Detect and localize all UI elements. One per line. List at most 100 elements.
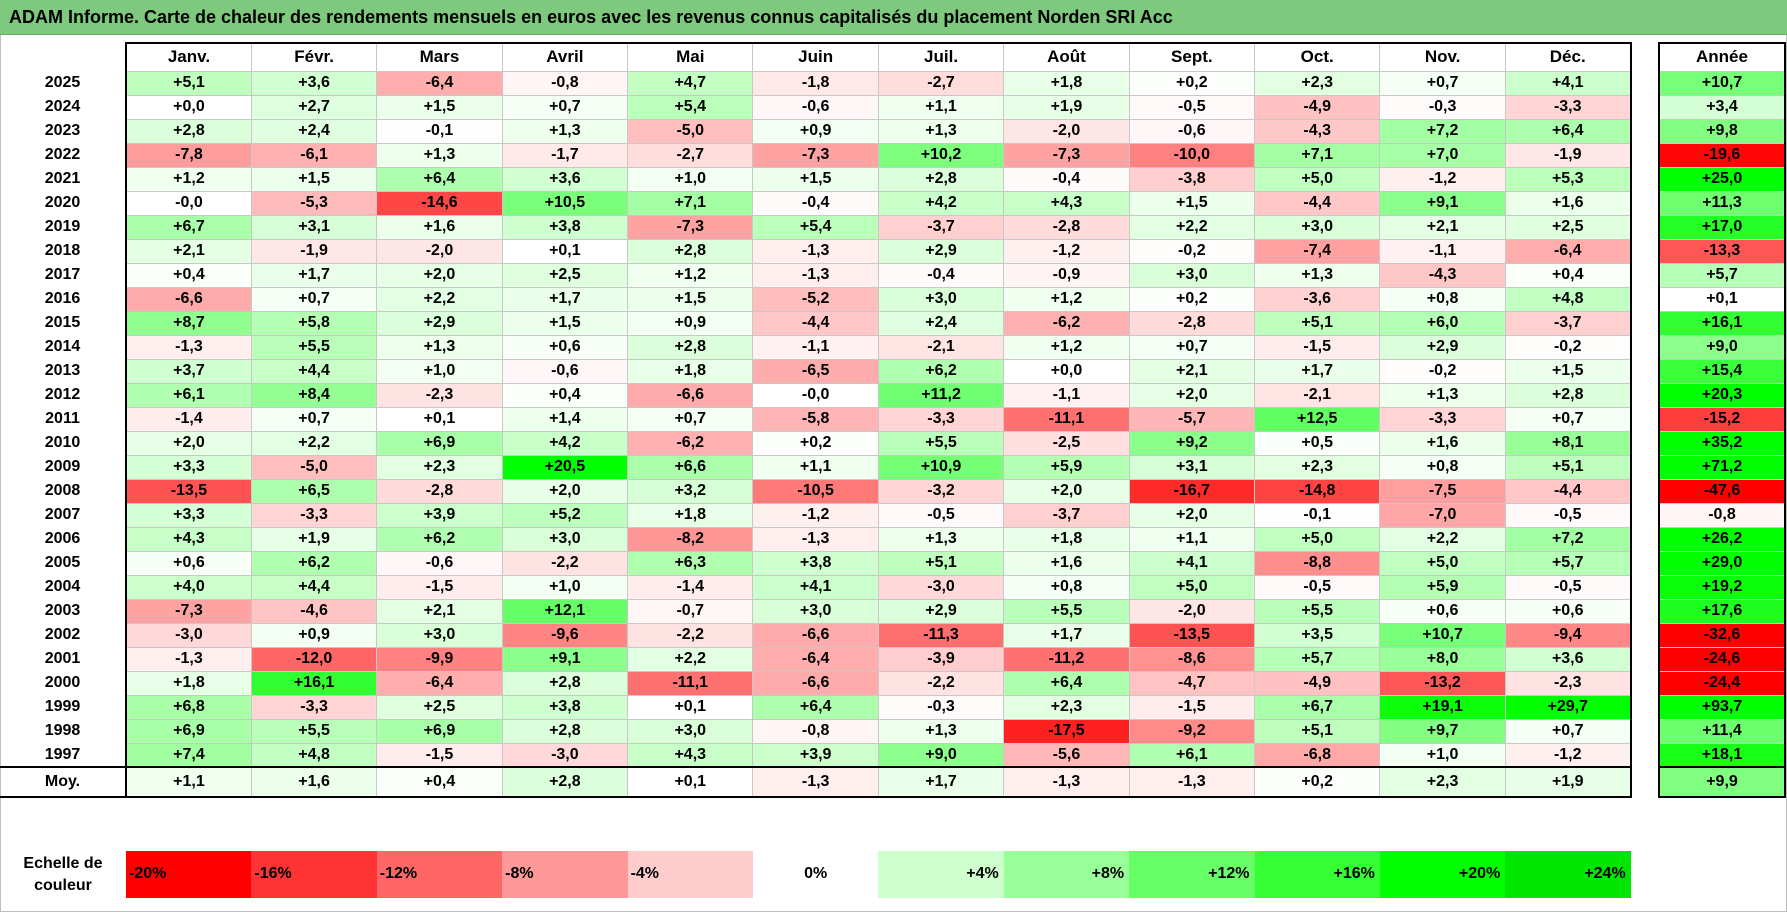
heatmap-cell: +5,1 <box>1254 718 1381 744</box>
annual-cell: +93,7 <box>1658 694 1786 720</box>
heatmap-cell: +2,3 <box>376 454 503 480</box>
annual-column: Année +10,7 +3,4 +9,8 -19,6 +25,0 +11,3 +17,0-… <box>1658 42 1786 798</box>
heatmap-cell: +2,1 <box>1379 214 1506 240</box>
year-label: 2003 <box>44 602 81 619</box>
heatmap-cell: -0,5 <box>1128 94 1256 120</box>
heatmap-cell: -2,2 <box>877 670 1005 696</box>
heatmap-cell: -2,8 <box>1128 310 1256 336</box>
heatmap-cell: -4,3 <box>1254 118 1381 144</box>
heatmap-cell: -3,9 <box>877 646 1005 672</box>
heatmap-cell: +0,9 <box>627 310 754 336</box>
heatmap-cell: +0,1 <box>501 238 629 264</box>
heatmap-row: 2011 -1,4 +0,7 +0,1 +1,4 +0,7 -5,8 -3,3 -11,1 -5,… <box>0 406 1632 432</box>
annual-cell: -32,6 <box>1658 622 1786 648</box>
heatmap-cell: +2,5 <box>1504 214 1632 240</box>
heatmap-cell: +0,9 <box>250 622 378 648</box>
heatmap-cell: +0,7 <box>627 406 754 432</box>
heatmap-cell: +0,7 <box>250 406 378 432</box>
monthly-heatmap: Janv. Févr. Mars Avril Mai Juin Juil. Août Sept.… <box>0 42 1632 798</box>
heatmap-cell: +1,7 <box>501 286 629 312</box>
average-cell: +1,7 <box>877 766 1005 798</box>
heatmap-cell: +10,9 <box>877 454 1005 480</box>
heatmap-cell: -7,8 <box>124 142 252 168</box>
scale-swatch: +4% <box>878 851 1004 898</box>
heatmap-cell: -1,3 <box>752 262 879 288</box>
heatmap-cell: -10,0 <box>1128 142 1256 168</box>
heatmap-cell: -4,4 <box>1504 478 1632 504</box>
year-label: 2022 <box>44 146 81 163</box>
heatmap-cell: -5,0 <box>627 118 754 144</box>
heatmap-cell: +1,7 <box>1254 358 1381 384</box>
average-cell: +1,1 <box>124 766 252 798</box>
heatmap-cell: +10,5 <box>501 190 629 216</box>
heatmap-cell: +2,1 <box>376 598 503 624</box>
heatmap-cell: +3,0 <box>752 598 879 624</box>
heatmap-cell: +3,0 <box>501 526 629 552</box>
month-header-7: Juil. <box>877 42 1005 72</box>
heatmap-cell: +5,7 <box>1254 646 1381 672</box>
heatmap-cell: -5,8 <box>752 406 879 432</box>
scale-swatch: -20% <box>126 851 252 898</box>
scale-swatch: +16% <box>1254 851 1380 898</box>
year-label: 2009 <box>44 458 81 475</box>
heatmap-cell: +0,1 <box>376 406 503 432</box>
heatmap-cell: -13,5 <box>124 478 252 504</box>
heatmap-cell: -11,3 <box>877 622 1005 648</box>
heatmap-cell: -1,3 <box>124 334 252 360</box>
heatmap-cell: -1,5 <box>376 574 503 600</box>
month-header-5: Mai <box>627 42 754 72</box>
heatmap-cell: +1,9 <box>1003 94 1130 120</box>
heatmap-cell: +6,7 <box>1254 694 1381 720</box>
heatmap-cell: +6,4 <box>752 694 879 720</box>
annual-cell: +26,2 <box>1658 526 1786 552</box>
heatmap-row: 2025 +5,1 +3,6 -6,4 -0,8 +4,7 -1,8 -2,7 +1,8 +0,2… <box>0 70 1632 96</box>
heatmap-cell: +0,6 <box>1379 598 1506 624</box>
heatmap-cell: +2,2 <box>1128 214 1256 240</box>
chart-title-bar: ADAM Informe. Carte de chaleur des rende… <box>0 0 1787 35</box>
heatmap-cell: +29,7 <box>1504 694 1632 720</box>
heatmap-cell: -4,9 <box>1254 670 1381 696</box>
heatmap-cell: +6,0 <box>1379 310 1506 336</box>
heatmap-cell: +1,1 <box>1128 526 1256 552</box>
heatmap-cell: +1,8 <box>1003 70 1130 96</box>
heatmap-cell: -9,6 <box>501 622 629 648</box>
chart-title: ADAM Informe. Carte de chaleur des rende… <box>9 7 1173 27</box>
heatmap-cell: -0,5 <box>1504 502 1632 528</box>
heatmap-cell: +2,0 <box>501 478 629 504</box>
scale-swatch: +24% <box>1505 851 1631 898</box>
scale-swatch-label: +8% <box>1091 865 1125 882</box>
heatmap-cell: -7,3 <box>124 598 252 624</box>
heatmap-cell: +7,4 <box>124 742 252 768</box>
heatmap-cell: +9,1 <box>501 646 629 672</box>
year-label: 2007 <box>44 506 81 523</box>
heatmap-cell: -3,3 <box>250 502 378 528</box>
heatmap-cell: +2,3 <box>1003 694 1130 720</box>
heatmap-cell: +1,2 <box>124 166 252 192</box>
heatmap-cell: +9,0 <box>877 742 1005 768</box>
heatmap-cell: -0,0 <box>124 190 252 216</box>
heatmap-cell: +1,3 <box>877 526 1005 552</box>
scale-swatch: -16% <box>251 851 377 898</box>
heatmap-cell: +2,0 <box>376 262 503 288</box>
heatmap-cell: -1,3 <box>752 238 879 264</box>
heatmap-cell: +4,4 <box>250 574 378 600</box>
year-label: 2017 <box>44 266 81 283</box>
scale-swatch-label: -16% <box>254 865 292 882</box>
scale-swatch-label: +16% <box>1333 865 1375 882</box>
heatmap-cell: +1,3 <box>877 718 1005 744</box>
heatmap-cell: -6,4 <box>376 670 503 696</box>
heatmap-row: 2000 +1,8 +16,1 -6,4 +2,8 -11,1 -6,6 -2,2 +6,4 -4… <box>0 670 1632 696</box>
heatmap-cell: +0,6 <box>124 550 252 576</box>
heatmap-row: 1998 +6,9 +5,5 +6,9 +2,8 +3,0 -0,8 +1,3 -17,5 -9,… <box>0 718 1632 744</box>
scale-swatch: 0% <box>752 851 879 898</box>
heatmap-cell: +1,6 <box>1379 430 1506 456</box>
heatmap-cell: +4,8 <box>1504 286 1632 312</box>
heatmap-cell: +4,2 <box>501 430 629 456</box>
heatmap-cell: +1,3 <box>376 334 503 360</box>
heatmap-cell: +0,0 <box>124 94 252 120</box>
heatmap-cell: +1,6 <box>376 214 503 240</box>
heatmap-cell: +1,5 <box>501 310 629 336</box>
heatmap-cell: -0,4 <box>752 190 879 216</box>
heatmap-cell: -7,0 <box>1379 502 1506 528</box>
heatmap-cell: +9,1 <box>1379 190 1506 216</box>
